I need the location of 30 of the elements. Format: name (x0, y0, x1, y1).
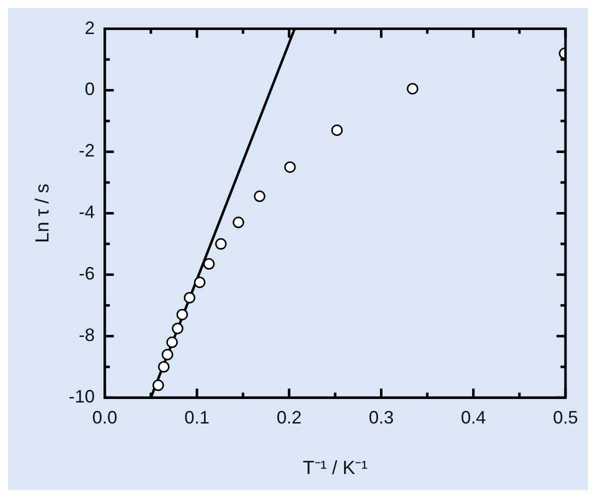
point (215, 238, 227, 250)
point (172, 322, 184, 334)
point (203, 258, 215, 270)
point (284, 161, 296, 173)
x-tick-label: 0.2 (276, 407, 302, 428)
y-axis-title: Ln τ / s (32, 184, 54, 243)
x-tick-label: 0.1 (184, 407, 210, 428)
point (194, 276, 206, 288)
y-tick-label: 2 (84, 18, 95, 38)
point (162, 348, 174, 360)
point (406, 82, 418, 94)
point (254, 190, 266, 202)
x-tick-label: 0.0 (92, 407, 118, 428)
point (184, 292, 196, 304)
point (166, 336, 178, 348)
y-tick-label: -2 (78, 140, 95, 161)
y-tick-label: -6 (78, 264, 95, 284)
point (232, 216, 244, 228)
x-tick-label: 0.3 (368, 407, 394, 428)
point (158, 361, 170, 373)
point (176, 308, 188, 320)
point (331, 124, 343, 136)
y-tick-label: 0 (84, 79, 95, 100)
y-tick-label: -4 (78, 202, 95, 222)
x-axis-title: T⁻¹ / K⁻¹ (302, 458, 368, 479)
point (152, 380, 164, 392)
y-tick-label: -10 (68, 386, 95, 407)
x-tick-label: 0.5 (552, 407, 578, 428)
y-tick-label: -8 (78, 325, 95, 346)
x-tick-label: 0.4 (460, 407, 486, 428)
